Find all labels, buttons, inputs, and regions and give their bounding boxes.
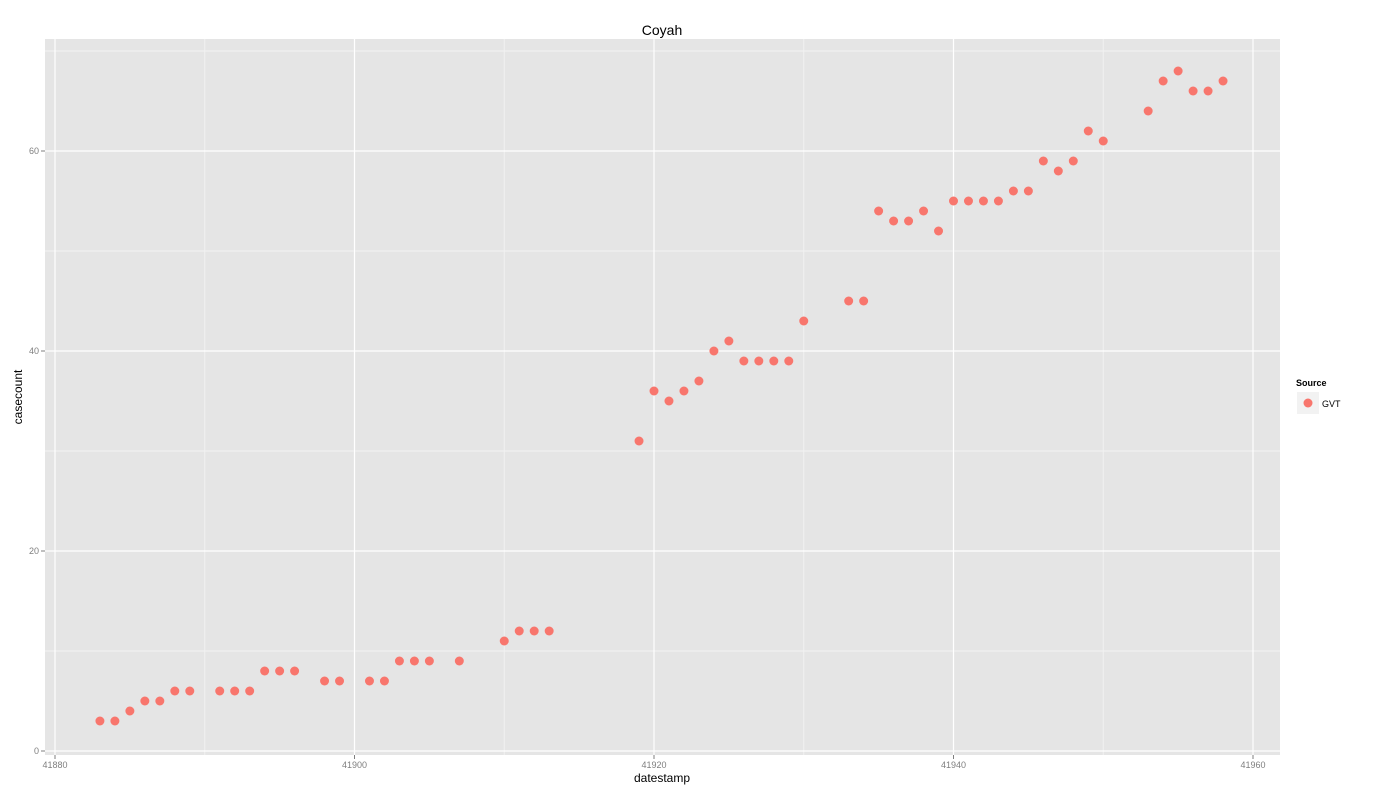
data-point [1188,86,1198,96]
y-tick-label: 40 [29,346,39,356]
data-point [394,656,404,666]
y-tick-label: 60 [29,146,39,156]
y-tick-label: 0 [34,746,39,756]
plot-panel [45,39,1280,755]
chart-title: Coyah [642,22,682,38]
x-tick-label: 41960 [1240,760,1265,770]
data-point [739,356,749,366]
data-point [409,656,419,666]
data-point [799,316,809,326]
x-tick-label: 41900 [342,760,367,770]
data-point [963,196,973,206]
axis-ticks [41,150,1254,759]
data-point [514,626,524,636]
data-point [1143,106,1153,116]
data-point [1038,156,1048,166]
data-point [1008,186,1018,196]
x-tick-label: 41940 [941,760,966,770]
data-point [709,346,719,356]
data-point [1218,76,1228,86]
data-point [424,656,434,666]
legend-marker [1303,398,1313,408]
axis-tick-labels: 41880 41900 41920 41940 41960 0 20 40 60 [29,146,1266,770]
data-point [874,206,884,216]
data-point [649,386,659,396]
data-point [949,196,958,206]
data-point [544,626,554,636]
data-point [993,196,1003,206]
data-point [904,216,914,226]
data-points [95,66,1228,726]
x-tick-label: 41920 [641,760,666,770]
minor-gridlines [45,39,1280,755]
data-point [275,666,285,676]
x-axis-label: datestamp [634,771,690,785]
data-point [110,716,120,726]
data-point [260,666,270,676]
data-point [978,196,988,206]
legend: Source GVT [1296,378,1341,414]
data-point [1068,156,1078,166]
data-point [215,686,225,696]
data-point [634,436,644,446]
legend-title: Source [1296,378,1327,388]
y-tick-label: 20 [29,546,39,556]
data-point [694,376,704,386]
legend-label-gvt: GVT [1322,399,1341,409]
data-point [499,636,509,646]
data-point [140,696,150,706]
data-point [245,686,255,696]
data-point [1203,86,1213,96]
data-point [1098,136,1108,146]
data-point [529,626,539,636]
data-point [1173,66,1183,76]
data-point [1053,166,1063,176]
data-point [664,396,674,406]
data-point [155,696,165,706]
data-point [1023,186,1033,196]
x-tick-label: 41880 [42,760,67,770]
data-point [320,676,330,686]
data-point [125,706,135,716]
data-point [844,296,854,306]
data-point [170,686,180,696]
data-point [679,386,689,396]
data-point [1158,76,1168,86]
data-point [889,216,899,226]
y-axis-label: casecount [11,369,25,424]
data-point [454,656,464,666]
data-point [230,686,240,696]
data-point [364,676,374,686]
data-point [290,666,300,676]
data-point [859,296,869,306]
data-point [335,676,345,686]
major-gridlines [45,39,1280,755]
data-point [754,356,764,366]
data-point [934,226,944,236]
data-point [769,356,779,366]
data-point [724,336,734,346]
data-point [784,356,794,366]
data-point [185,686,195,696]
data-point [379,676,389,686]
data-point [1083,126,1093,136]
data-point [919,206,929,216]
data-point [95,716,105,726]
